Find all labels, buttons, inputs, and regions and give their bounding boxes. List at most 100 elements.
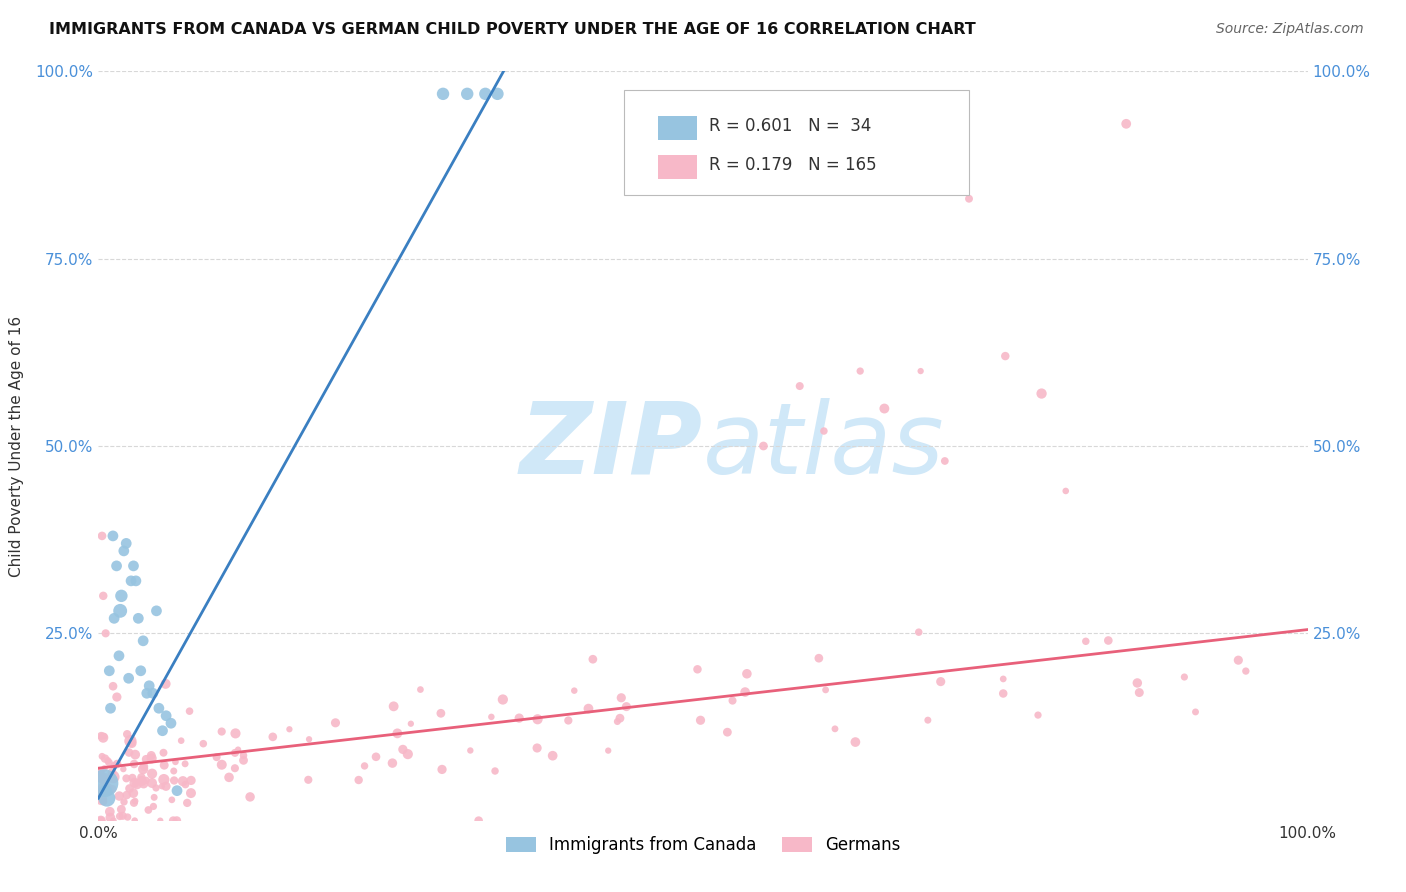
Point: [94, 626, 117, 640]
Point: [844, 735, 866, 749]
Point: [118, 671, 141, 685]
Point: [135, 752, 157, 766]
FancyBboxPatch shape: [658, 116, 697, 139]
Point: [90, 764, 112, 779]
Point: [541, 748, 564, 763]
Point: [96, 782, 118, 797]
Point: [90, 771, 112, 785]
Point: [122, 756, 145, 771]
Text: IMMIGRANTS FROM CANADA VS GERMAN CHILD POVERTY UNDER THE AGE OF 16 CORRELATION C: IMMIGRANTS FROM CANADA VS GERMAN CHILD P…: [49, 22, 976, 37]
Point: [174, 778, 197, 792]
Point: [91, 783, 114, 797]
Point: [278, 723, 301, 737]
Point: [90, 814, 112, 828]
Point: [849, 364, 872, 378]
Point: [508, 711, 530, 725]
Point: [141, 776, 163, 790]
Point: [112, 762, 135, 776]
Point: [105, 690, 128, 704]
Point: [149, 814, 172, 828]
Point: [101, 782, 124, 797]
Point: [100, 701, 122, 715]
Point: [91, 772, 114, 786]
Point: [115, 536, 138, 550]
Point: [103, 611, 125, 625]
Point: [112, 795, 135, 809]
Point: [160, 716, 183, 731]
Point: [347, 772, 370, 787]
Point: [1126, 676, 1149, 690]
Point: [155, 779, 177, 793]
Point: [153, 758, 176, 772]
Point: [124, 747, 146, 762]
Point: [174, 756, 197, 771]
Point: [1031, 386, 1053, 401]
Point: [610, 690, 633, 705]
Point: [1234, 664, 1257, 678]
Point: [101, 765, 124, 780]
Point: [120, 574, 142, 588]
Point: [93, 795, 115, 809]
Point: [141, 748, 163, 763]
Point: [108, 604, 131, 618]
Point: [232, 748, 254, 763]
Point: [94, 773, 117, 788]
Point: [226, 742, 249, 756]
Point: [396, 747, 419, 761]
Point: [205, 750, 228, 764]
Point: [97, 754, 120, 768]
Point: [807, 651, 830, 665]
Point: [180, 786, 202, 800]
Point: [145, 780, 167, 795]
Point: [381, 756, 404, 771]
Point: [90, 814, 112, 828]
Point: [155, 677, 177, 691]
Point: [162, 814, 184, 828]
Point: [166, 783, 188, 797]
Point: [1115, 117, 1137, 131]
Point: [814, 682, 837, 697]
Point: [101, 529, 124, 543]
Point: [165, 755, 187, 769]
Point: [129, 664, 152, 678]
Point: [97, 781, 120, 796]
Point: [180, 773, 202, 788]
Point: [105, 756, 128, 771]
Point: [297, 772, 319, 787]
Point: [142, 686, 165, 700]
Point: [152, 746, 174, 760]
Point: [117, 810, 139, 824]
Point: [98, 664, 121, 678]
Point: [1184, 705, 1206, 719]
Point: [193, 737, 215, 751]
Point: [121, 771, 143, 785]
Point: [172, 774, 194, 789]
Point: [124, 814, 146, 828]
Point: [90, 814, 112, 828]
Point: [98, 805, 121, 819]
Legend: Immigrants from Canada, Germans: Immigrants from Canada, Germans: [499, 830, 907, 861]
Point: [557, 714, 579, 728]
Text: ZIP: ZIP: [520, 398, 703, 494]
Point: [124, 794, 146, 808]
Point: [124, 776, 146, 790]
Point: [131, 773, 153, 788]
Point: [456, 87, 478, 101]
Point: [118, 781, 141, 796]
Point: [166, 814, 188, 828]
Point: [125, 777, 148, 791]
Point: [90, 766, 112, 780]
Point: [91, 589, 114, 603]
Point: [813, 424, 835, 438]
Point: [789, 379, 811, 393]
Point: [110, 802, 132, 816]
Point: [155, 708, 177, 723]
Point: [616, 699, 638, 714]
Text: R = 0.601   N =  34: R = 0.601 N = 34: [709, 117, 872, 135]
Point: [122, 786, 145, 800]
Point: [526, 741, 548, 756]
Point: [127, 611, 149, 625]
Point: [138, 679, 160, 693]
Point: [103, 770, 125, 784]
Point: [96, 791, 118, 805]
